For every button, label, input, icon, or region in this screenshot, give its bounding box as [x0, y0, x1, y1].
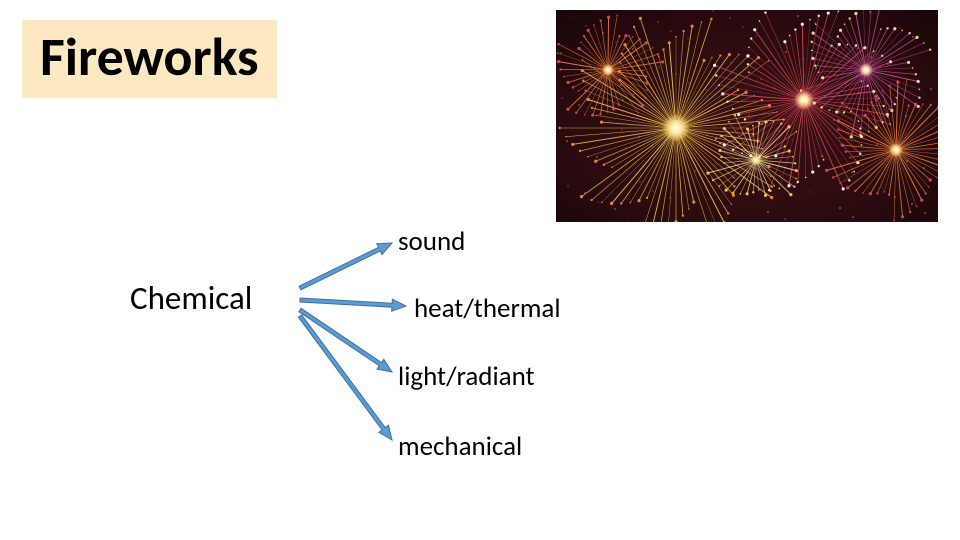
page-title: Fireworks [40, 24, 259, 90]
arrow-mechanical [298, 315, 392, 440]
fireworks-image [556, 10, 938, 222]
target-label-mechanical: mechanical [398, 430, 522, 463]
arrow-heat-thermal [300, 298, 406, 311]
target-label-heat-thermal: heat/thermal [414, 292, 561, 325]
target-label-sound: sound [398, 225, 465, 258]
title-box: Fireworks [22, 20, 277, 98]
target-label-light-radiant: light/radiant [398, 360, 535, 393]
arrow-light-radiant [299, 308, 392, 372]
arrow-sound [299, 243, 392, 290]
source-label-chemical: Chemical [130, 278, 252, 318]
